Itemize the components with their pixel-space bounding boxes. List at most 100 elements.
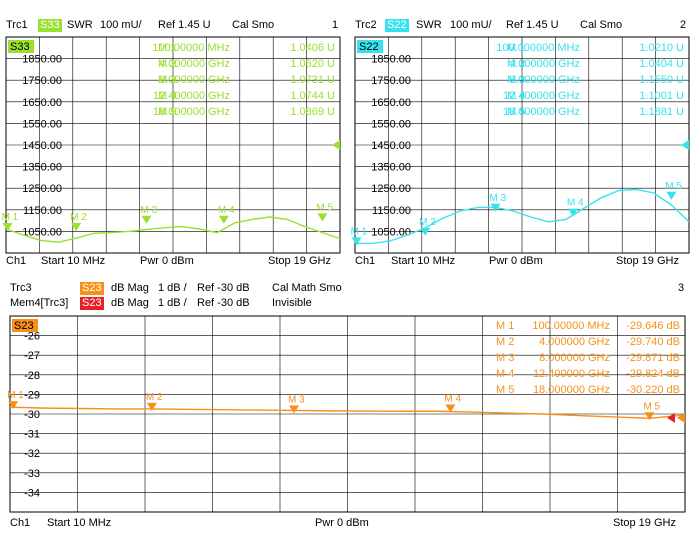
- scale-label: 100 mU/: [450, 19, 492, 31]
- y-tick-label: 1150.00: [372, 205, 411, 217]
- marker-readout-label: M 2: [507, 58, 525, 70]
- format-label: SWR: [416, 19, 442, 31]
- marker-triangle: [420, 227, 431, 236]
- format-label: dB Mag: [111, 282, 149, 294]
- marker-triangle: [71, 223, 82, 231]
- ref-label: Ref -30 dB: [197, 282, 250, 294]
- marker-label: M 1: [7, 390, 24, 401]
- marker-readout-value: 1.0404 U: [639, 58, 684, 70]
- marker-triangle: [141, 215, 152, 224]
- start-freq: Start 10 MHz: [391, 255, 456, 267]
- power-label: Pwr 0 dBm: [315, 517, 369, 529]
- series-line-S23: [9, 406, 686, 420]
- marker-label: M 2: [419, 217, 436, 228]
- param-tag[interactable]: S23: [80, 282, 104, 295]
- trace-badge-label: S22: [359, 41, 379, 53]
- y-tick-label: 1250.00: [22, 183, 62, 195]
- reference-arrow: [681, 140, 689, 150]
- marker-triangle: [445, 404, 456, 413]
- marker-readout-label: M 4: [158, 90, 176, 102]
- marker-readout-freq: 8.000000 GHz: [159, 74, 230, 86]
- marker-readout-label: M 5: [496, 384, 514, 396]
- stop-freq: Stop 19 GHz: [616, 255, 679, 267]
- param-tag[interactable]: S22: [385, 19, 409, 32]
- memory-scale: 1 dB /: [158, 297, 187, 309]
- memory-label: Mem4[Trc3]: [10, 297, 69, 309]
- marker-label: M 2: [70, 212, 87, 223]
- y-tick-label: 1850.00: [22, 54, 62, 66]
- marker-label: M 1: [351, 226, 368, 237]
- marker-readout-freq: 12.400000 GHz: [503, 90, 580, 102]
- channel-label: Ch1: [355, 255, 376, 267]
- trace-badge: [12, 319, 38, 332]
- stop-freq: Stop 19 GHz: [268, 255, 331, 267]
- marker-readout-label: M 1: [496, 320, 514, 332]
- marker-readout-freq: 100.00000 MHz: [152, 42, 230, 54]
- y-tick-label: 1650.00: [22, 97, 62, 109]
- marker-label: M 4: [444, 393, 461, 404]
- trace-label: Trc3: [10, 282, 32, 294]
- power-label: Pwr 0 dBm: [489, 255, 543, 267]
- marker-readout-freq: 18.000000 GHz: [533, 384, 610, 396]
- y-tick-label: 1250.00: [371, 183, 411, 195]
- y-tick-label: 1350.00: [371, 162, 411, 174]
- format-label: SWR: [67, 19, 93, 31]
- marker-triangle: [218, 215, 229, 224]
- marker-readout-label: M 2: [158, 58, 176, 70]
- marker-readout-freq: 8.000000 GHz: [509, 74, 580, 86]
- trace-badge: [357, 40, 383, 53]
- marker-label: M 5: [643, 401, 660, 412]
- trace-label: Trc1: [6, 19, 28, 31]
- memory-reference-arrow: [667, 412, 675, 423]
- marker-readout-label: M 5: [507, 106, 525, 118]
- channel-label: Ch1: [10, 517, 31, 529]
- param-tag[interactable]: S33: [38, 19, 62, 32]
- y-tick-label: -26: [24, 331, 40, 343]
- marker-label: M 5: [665, 181, 682, 192]
- ref-label: Ref 1.45 U: [158, 19, 211, 31]
- marker-readout-value: 1.0869 U: [290, 106, 335, 118]
- y-tick-label: 1450.00: [22, 140, 62, 152]
- marker-readout-label: M 3: [496, 352, 514, 364]
- marker-readout-value: 1.1881 U: [639, 106, 684, 118]
- y-tick-label: -34: [24, 487, 40, 499]
- y-tick-label: 1850.00: [371, 54, 411, 66]
- y-tick-label: -28: [24, 370, 40, 382]
- scale-label: 100 mU/: [100, 19, 142, 31]
- marker-label: M 3: [141, 205, 158, 216]
- marker-readout-value: 1.1550 U: [639, 74, 684, 86]
- scale-label: 1 dB /: [158, 282, 187, 294]
- marker-readout-freq: 4.000000 GHz: [159, 58, 230, 70]
- marker-readout-value: 1.0744 U: [290, 90, 335, 102]
- marker-label: M 2: [146, 392, 163, 403]
- marker-triangle: [567, 208, 578, 217]
- marker-readout-value: -29.646 dB: [626, 320, 680, 332]
- y-tick-label: -32: [24, 448, 40, 460]
- marker-label: M 4: [567, 198, 584, 209]
- y-tick-label: -31: [24, 429, 40, 441]
- marker-readout-value: -29.824 dB: [626, 368, 680, 380]
- marker-triangle: [2, 223, 13, 231]
- y-tick-label: -30: [24, 409, 40, 421]
- y-tick-label: 1050.00: [371, 226, 411, 238]
- y-tick-label: 1550.00: [371, 118, 411, 130]
- y-tick-label: -33: [24, 468, 40, 480]
- y-tick-label: 1050.00: [22, 226, 62, 238]
- reference-arrow: [677, 412, 685, 423]
- marker-triangle: [644, 412, 655, 421]
- y-tick-label: 1650.00: [371, 97, 411, 109]
- plot-3: -26 -27 -28 -29 -30 -31 -32 -33 -34 S23 M 1 M 2 M 3 M…: [7, 315, 686, 513]
- cal-label: Cal Math Smo: [272, 282, 342, 294]
- marker-readout-freq: 12.400000 GHz: [533, 368, 610, 380]
- y-tick-label: 1750.00: [371, 75, 411, 87]
- marker-readout-label: M 4: [496, 368, 514, 380]
- start-freq: Start 10 MHz: [47, 517, 112, 529]
- marker-readout-freq: 100.000000 MHz: [496, 42, 580, 54]
- y-tick-label: -29: [24, 389, 40, 401]
- series-line-S33: [5, 216, 341, 243]
- marker-readout-label: M 1: [507, 42, 525, 54]
- memory-param-tag[interactable]: S23: [80, 297, 104, 310]
- memory-format: dB Mag: [111, 297, 149, 309]
- y-tick-label: -27: [24, 350, 40, 362]
